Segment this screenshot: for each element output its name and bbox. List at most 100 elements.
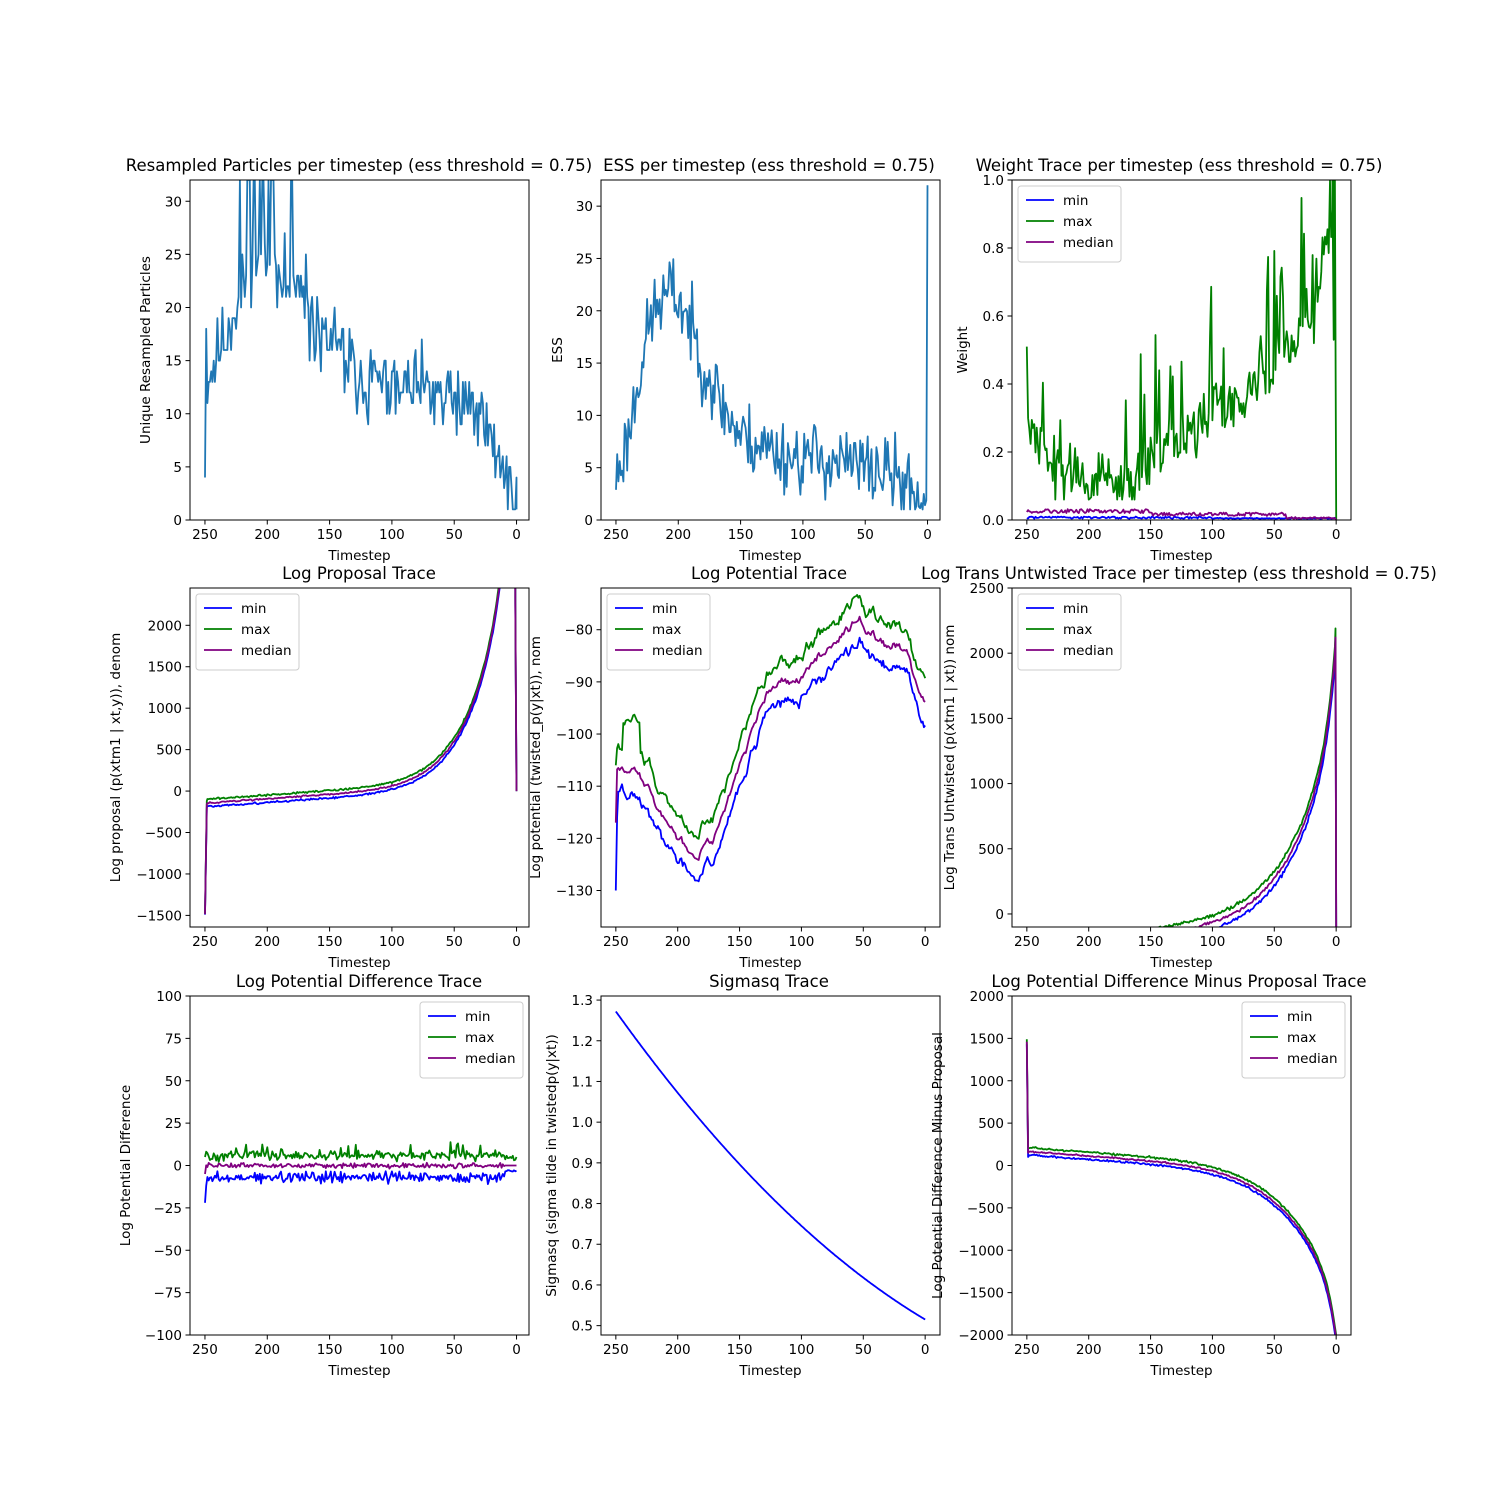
x-tick-label: 50 — [855, 1342, 872, 1358]
series-line-max — [1150, 627, 1338, 927]
x-tick-label: 0 — [921, 1342, 930, 1358]
series-group — [1025, 180, 1338, 520]
x-tick-label: 200 — [1076, 934, 1102, 950]
y-tick-label: 0 — [173, 784, 182, 800]
x-tick-label: 50 — [857, 527, 874, 543]
x-tick-label: 100 — [379, 1342, 405, 1358]
y-tick-label: −90 — [565, 675, 594, 691]
x-axis-label: Timestep — [1149, 955, 1212, 971]
legend-label-median: median — [1063, 235, 1114, 251]
legend-box — [1241, 1001, 1346, 1079]
chart-title: Log Potential Difference Minus Proposal … — [991, 972, 1366, 991]
x-tick-label: 100 — [1200, 527, 1226, 543]
y-tick-label: −120 — [556, 831, 593, 847]
y-tick-label: 0 — [173, 1159, 182, 1175]
y-tick-label: −50 — [154, 1243, 183, 1259]
y-tick-label: 500 — [978, 842, 1004, 858]
legend-box — [1017, 593, 1122, 671]
chart-logpotdiff: 250 200 150 100 50 0 −100 −75 −50 −25 0 25 50 75 100 Lo… — [118, 972, 530, 1379]
series-line-median — [1026, 508, 1337, 520]
series-line-min — [204, 1169, 517, 1203]
x-tick-label: 0 — [1332, 934, 1341, 950]
series-line-max — [204, 1141, 518, 1163]
legend-label-median: median — [1287, 1051, 1338, 1067]
x-tick-label: 50 — [1266, 1342, 1283, 1358]
x-tick-label: 250 — [1014, 1342, 1040, 1358]
series-line-median — [204, 1161, 517, 1175]
x-tick-label: 0 — [1332, 1342, 1341, 1358]
series-line-max — [1025, 1039, 1338, 1335]
legend-label-median: median — [241, 643, 292, 659]
y-axis-label: Weight — [955, 326, 971, 373]
y-tick-label: −100 — [556, 727, 593, 743]
x-tick-label: 0 — [512, 527, 521, 543]
chart-title: Log Potential Difference Trace — [236, 972, 482, 991]
series-line-min — [1214, 645, 1338, 927]
y-tick-label: 20 — [165, 301, 182, 317]
series-line-max — [1025, 180, 1338, 520]
y-tick-label: 1500 — [970, 1031, 1004, 1047]
x-tick-label: 250 — [192, 527, 218, 543]
axes-frame — [600, 995, 941, 1336]
y-tick-label: −75 — [154, 1286, 183, 1302]
series-line-median — [1190, 636, 1338, 927]
x-tick-label: 150 — [317, 934, 343, 950]
y-tick-label: 5 — [584, 461, 593, 477]
x-tick-label: 250 — [603, 527, 629, 543]
y-tick-label: 1.0 — [572, 1115, 593, 1131]
chart-title: Sigmasq Trace — [709, 972, 829, 991]
legend-label-min: min — [1063, 601, 1088, 617]
y-tick-label: 0 — [173, 513, 182, 529]
axes-frame — [1011, 179, 1352, 521]
series-group — [615, 1010, 926, 1321]
y-axis-label: ESS — [550, 337, 566, 363]
y-tick-label: −500 — [145, 826, 182, 842]
y-tick-label: −2000 — [958, 1328, 1004, 1344]
axes-frame — [1011, 587, 1352, 928]
series-line-median — [1025, 1041, 1337, 1335]
x-tick-label: 250 — [192, 934, 218, 950]
y-tick-label: 2000 — [148, 618, 182, 634]
y-tick-label: 0.4 — [983, 377, 1004, 393]
x-tick-label: 150 — [727, 934, 753, 950]
y-tick-label: 1.1 — [572, 1074, 593, 1090]
legend-label-min: min — [241, 601, 266, 617]
y-tick-label: 0.8 — [983, 241, 1004, 257]
series-group — [615, 185, 929, 511]
y-axis-label: Log proposal (p(xtm1 | xt,y)), denom — [108, 633, 124, 882]
y-tick-label: 0.7 — [572, 1237, 593, 1253]
y-tick-label: −130 — [556, 883, 593, 899]
legend-label-min: min — [1063, 193, 1088, 209]
chart-weight: 250 200 150 100 50 0 0.0 0.2 0.4 0.6 0.8 1.0Weight … — [955, 156, 1382, 564]
y-tick-label: 500 — [978, 1116, 1004, 1132]
chart-logpotential: 250 200 150 100 50 0 −130 −120 −110 −100 −90 −80 Log… — [528, 564, 941, 971]
legend-label-median: median — [465, 1051, 516, 1067]
legend-box — [419, 1001, 524, 1079]
y-tick-label: 1000 — [970, 1074, 1004, 1090]
y-axis-label: Sigmasq (sigma tilde in twistedp(y|xt)) — [544, 1034, 560, 1297]
series-group — [204, 1141, 518, 1203]
y-tick-label: −500 — [967, 1201, 1004, 1217]
x-tick-label: 100 — [379, 527, 405, 543]
y-tick-label: −110 — [556, 779, 593, 795]
x-tick-label: 150 — [1138, 934, 1164, 950]
x-tick-label: 200 — [254, 527, 280, 543]
legend-box — [195, 593, 300, 671]
y-tick-label: 30 — [165, 194, 182, 210]
x-tick-label: 50 — [1266, 527, 1283, 543]
y-tick-label: 1500 — [970, 711, 1004, 727]
legend-label-max: max — [241, 622, 270, 638]
y-axis-label: Log Potential Difference — [118, 1085, 134, 1246]
x-tick-label: 100 — [789, 1342, 815, 1358]
x-tick-label: 150 — [317, 1342, 343, 1358]
legend: min max median — [195, 593, 300, 671]
legend-box — [606, 593, 711, 671]
x-axis-label: Timestep — [738, 548, 801, 564]
y-tick-label: −1000 — [136, 867, 182, 883]
x-tick-label: 100 — [790, 527, 816, 543]
chart-ess: 250 200 150 100 50 0 0 5 10 15 20 25 30 ESS per times… — [550, 156, 941, 564]
chart-potdiffminusprop: 250 200 150 100 50 0−2000−1500−1000−500050010… — [930, 972, 1367, 1379]
chart-title: Weight Trace per timestep (ess threshold… — [976, 156, 1383, 175]
x-tick-label: 150 — [1138, 1342, 1164, 1358]
